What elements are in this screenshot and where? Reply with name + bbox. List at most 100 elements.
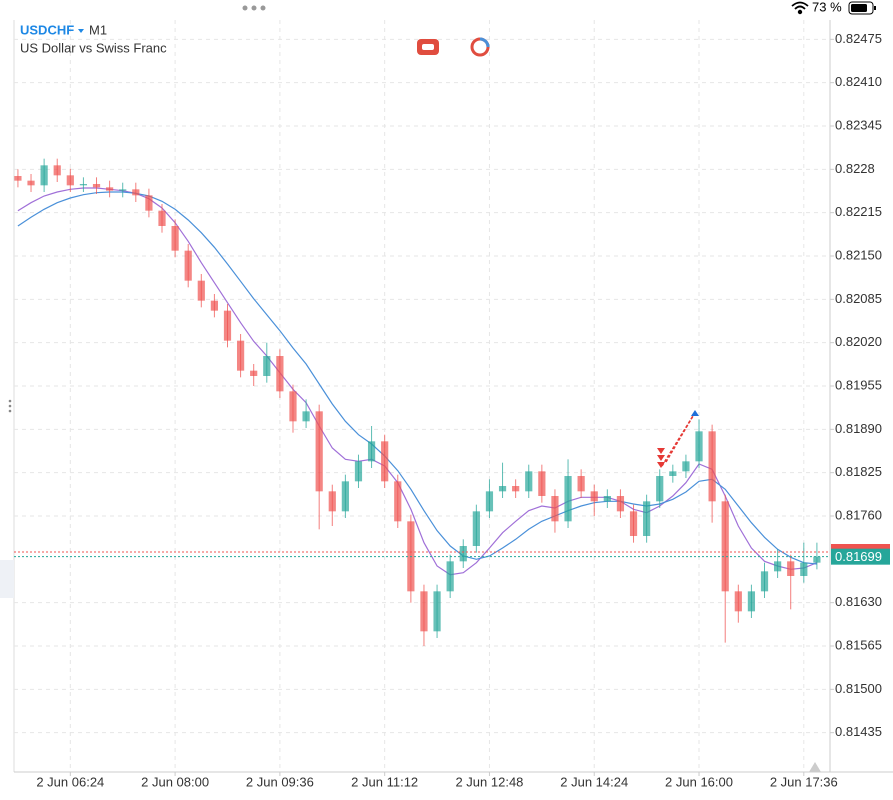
candle-body (629, 511, 638, 536)
candle-body (459, 546, 467, 562)
toolbar-icon-1[interactable] (417, 39, 439, 55)
y-tick-label: 0.81565 (835, 637, 882, 652)
candle-body (525, 471, 533, 492)
candle-body (354, 461, 363, 482)
y-tick-label: 0.81825 (835, 464, 882, 479)
y-tick-label: 0.82085 (835, 291, 882, 306)
candle-body (145, 195, 153, 211)
candle-body (92, 184, 101, 188)
toolbar-icon-2[interactable] (470, 37, 490, 57)
candle-body (538, 471, 546, 496)
y-tick-label: 0.81955 (835, 377, 882, 392)
candle-body (734, 591, 742, 612)
candle-body (551, 496, 559, 522)
x-tick-label: 2 Jun 14:24 (560, 774, 628, 789)
battery-text: 73 % (812, 0, 842, 14)
candle-body (656, 476, 664, 502)
candle-body (158, 210, 166, 226)
candle-body (774, 561, 782, 572)
candle-body (577, 476, 585, 492)
y-tick-label: 0.81890 (835, 421, 882, 436)
candle-body (485, 491, 494, 512)
candle-body (40, 165, 48, 186)
candle-body (263, 356, 271, 376)
candle-body (210, 300, 218, 311)
battery-icon (848, 1, 876, 15)
x-tick-label: 2 Jun 12:48 (455, 774, 523, 789)
candle-body (197, 280, 205, 301)
x-tick-label: 2 Jun 06:24 (36, 774, 104, 789)
y-tick-label: 0.82410 (835, 74, 882, 89)
scroll-marker[interactable] (809, 762, 821, 772)
axis-labels: 0.82475 0.82410 0.82345 0.8228 0.82215 0.8215… (14, 31, 890, 789)
x-tick-label: 2 Jun 16:00 (665, 774, 733, 789)
y-tick-label: 0.81630 (835, 594, 882, 609)
candle-body (682, 461, 690, 472)
x-tick-label: 2 Jun 09:36 (246, 774, 314, 789)
symbol-dropdown[interactable] (78, 29, 84, 33)
timeframe[interactable]: M1 (89, 22, 107, 37)
candle-body (643, 501, 651, 536)
candle-body (79, 184, 88, 186)
candle-body (394, 481, 402, 522)
candle-body (106, 187, 114, 191)
y-tick-label: 0.82475 (835, 31, 882, 46)
candle-body (315, 411, 323, 492)
candle-body (341, 481, 349, 512)
left-tab (0, 560, 14, 598)
candle-body (119, 189, 127, 191)
candle-body (236, 340, 245, 371)
y-tick-label: 0.81760 (835, 507, 882, 522)
candle-body (446, 561, 454, 592)
candle-body (27, 180, 35, 186)
candle-body (708, 431, 716, 502)
left-handle (8, 399, 12, 413)
candle-body (276, 356, 284, 392)
candle-body (747, 591, 756, 612)
y-tick-label: 0.82215 (835, 204, 882, 219)
candle-body (66, 175, 74, 186)
candle-body (184, 250, 192, 281)
candle-body (381, 441, 389, 482)
subtitle: US Dollar vs Swiss Franc (20, 40, 167, 55)
symbol[interactable]: USDCHF (20, 22, 74, 37)
candle-body (564, 476, 572, 522)
x-tick-label: 2 Jun 17:36 (770, 774, 838, 789)
candle-body (53, 165, 61, 176)
candle-body (250, 370, 258, 376)
y-tick-label: 0.81435 (835, 724, 882, 739)
candle-body (367, 441, 376, 462)
current-price-label: 0.81699 (835, 549, 882, 564)
trade-arrows (657, 410, 699, 468)
candle-body (695, 431, 703, 462)
x-tick-label: 2 Jun 11:12 (351, 774, 418, 789)
candle-body (420, 591, 428, 632)
candle-body (498, 486, 507, 492)
candle-body (132, 189, 140, 196)
candle-body (14, 176, 22, 181)
x-tick-label: 2 Jun 08:00 (141, 774, 209, 789)
y-tick-label: 0.82150 (835, 247, 882, 262)
candle-body (787, 561, 795, 576)
candle-body (721, 501, 729, 592)
current-price-box (831, 548, 890, 565)
candle-body (800, 562, 808, 576)
candle-body (603, 496, 611, 502)
candle-body (302, 411, 310, 422)
candle-body (472, 511, 480, 546)
candle-body (289, 391, 297, 422)
candles (14, 158, 821, 646)
window-dots (242, 5, 266, 11)
candle-body (512, 486, 520, 492)
candle-body (760, 571, 769, 592)
candle-body (813, 556, 821, 563)
candle-body (590, 491, 598, 502)
candle-body (328, 491, 336, 512)
wifi-icon (791, 1, 809, 15)
y-tick-label: 0.82020 (835, 334, 882, 349)
candle-body (171, 226, 179, 251)
y-tick-label: 0.82345 (835, 117, 882, 132)
